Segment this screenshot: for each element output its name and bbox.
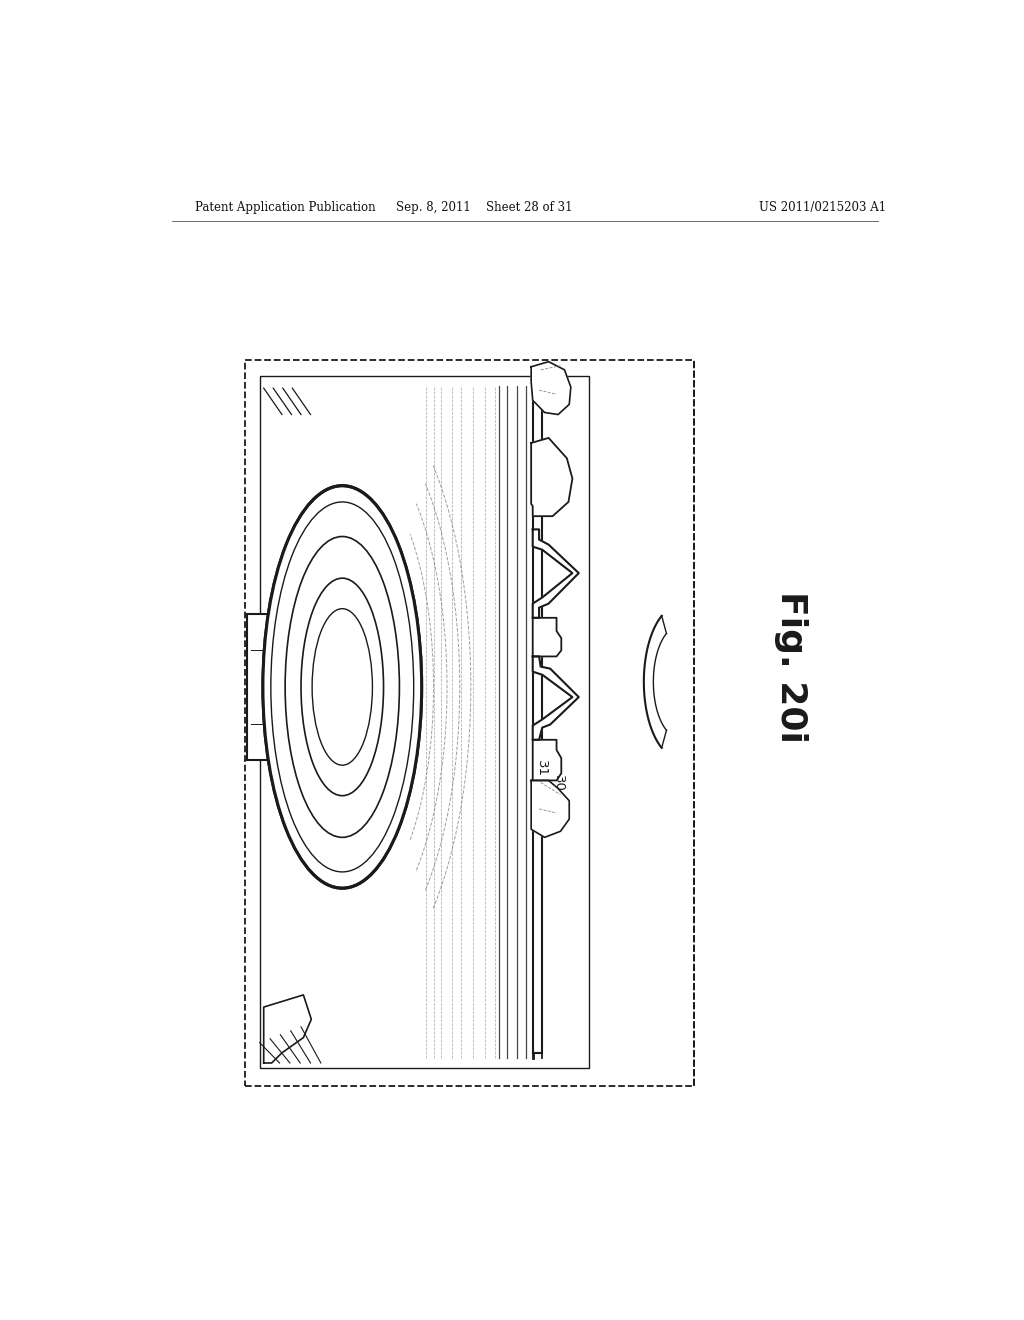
Text: 31: 31 [535,760,548,776]
Polygon shape [531,362,570,414]
Text: 30: 30 [552,775,565,792]
Text: Patent Application Publication: Patent Application Publication [196,201,376,214]
Polygon shape [532,739,561,780]
Text: Sheet 28 of 31: Sheet 28 of 31 [485,201,572,214]
Text: US 2011/0215203 A1: US 2011/0215203 A1 [759,201,886,214]
Text: Sep. 8, 2011: Sep. 8, 2011 [396,201,471,214]
Polygon shape [644,616,667,748]
Text: Fig. 20i: Fig. 20i [774,590,808,743]
Ellipse shape [263,488,422,886]
Polygon shape [532,656,579,739]
Polygon shape [532,529,579,618]
Bar [247,614,346,760]
Polygon shape [531,780,569,837]
Ellipse shape [263,488,422,886]
Bar [260,376,589,1068]
Bar [246,359,694,1086]
Polygon shape [532,618,561,656]
Polygon shape [264,995,311,1063]
Bar [532,391,543,1053]
Polygon shape [531,438,572,516]
